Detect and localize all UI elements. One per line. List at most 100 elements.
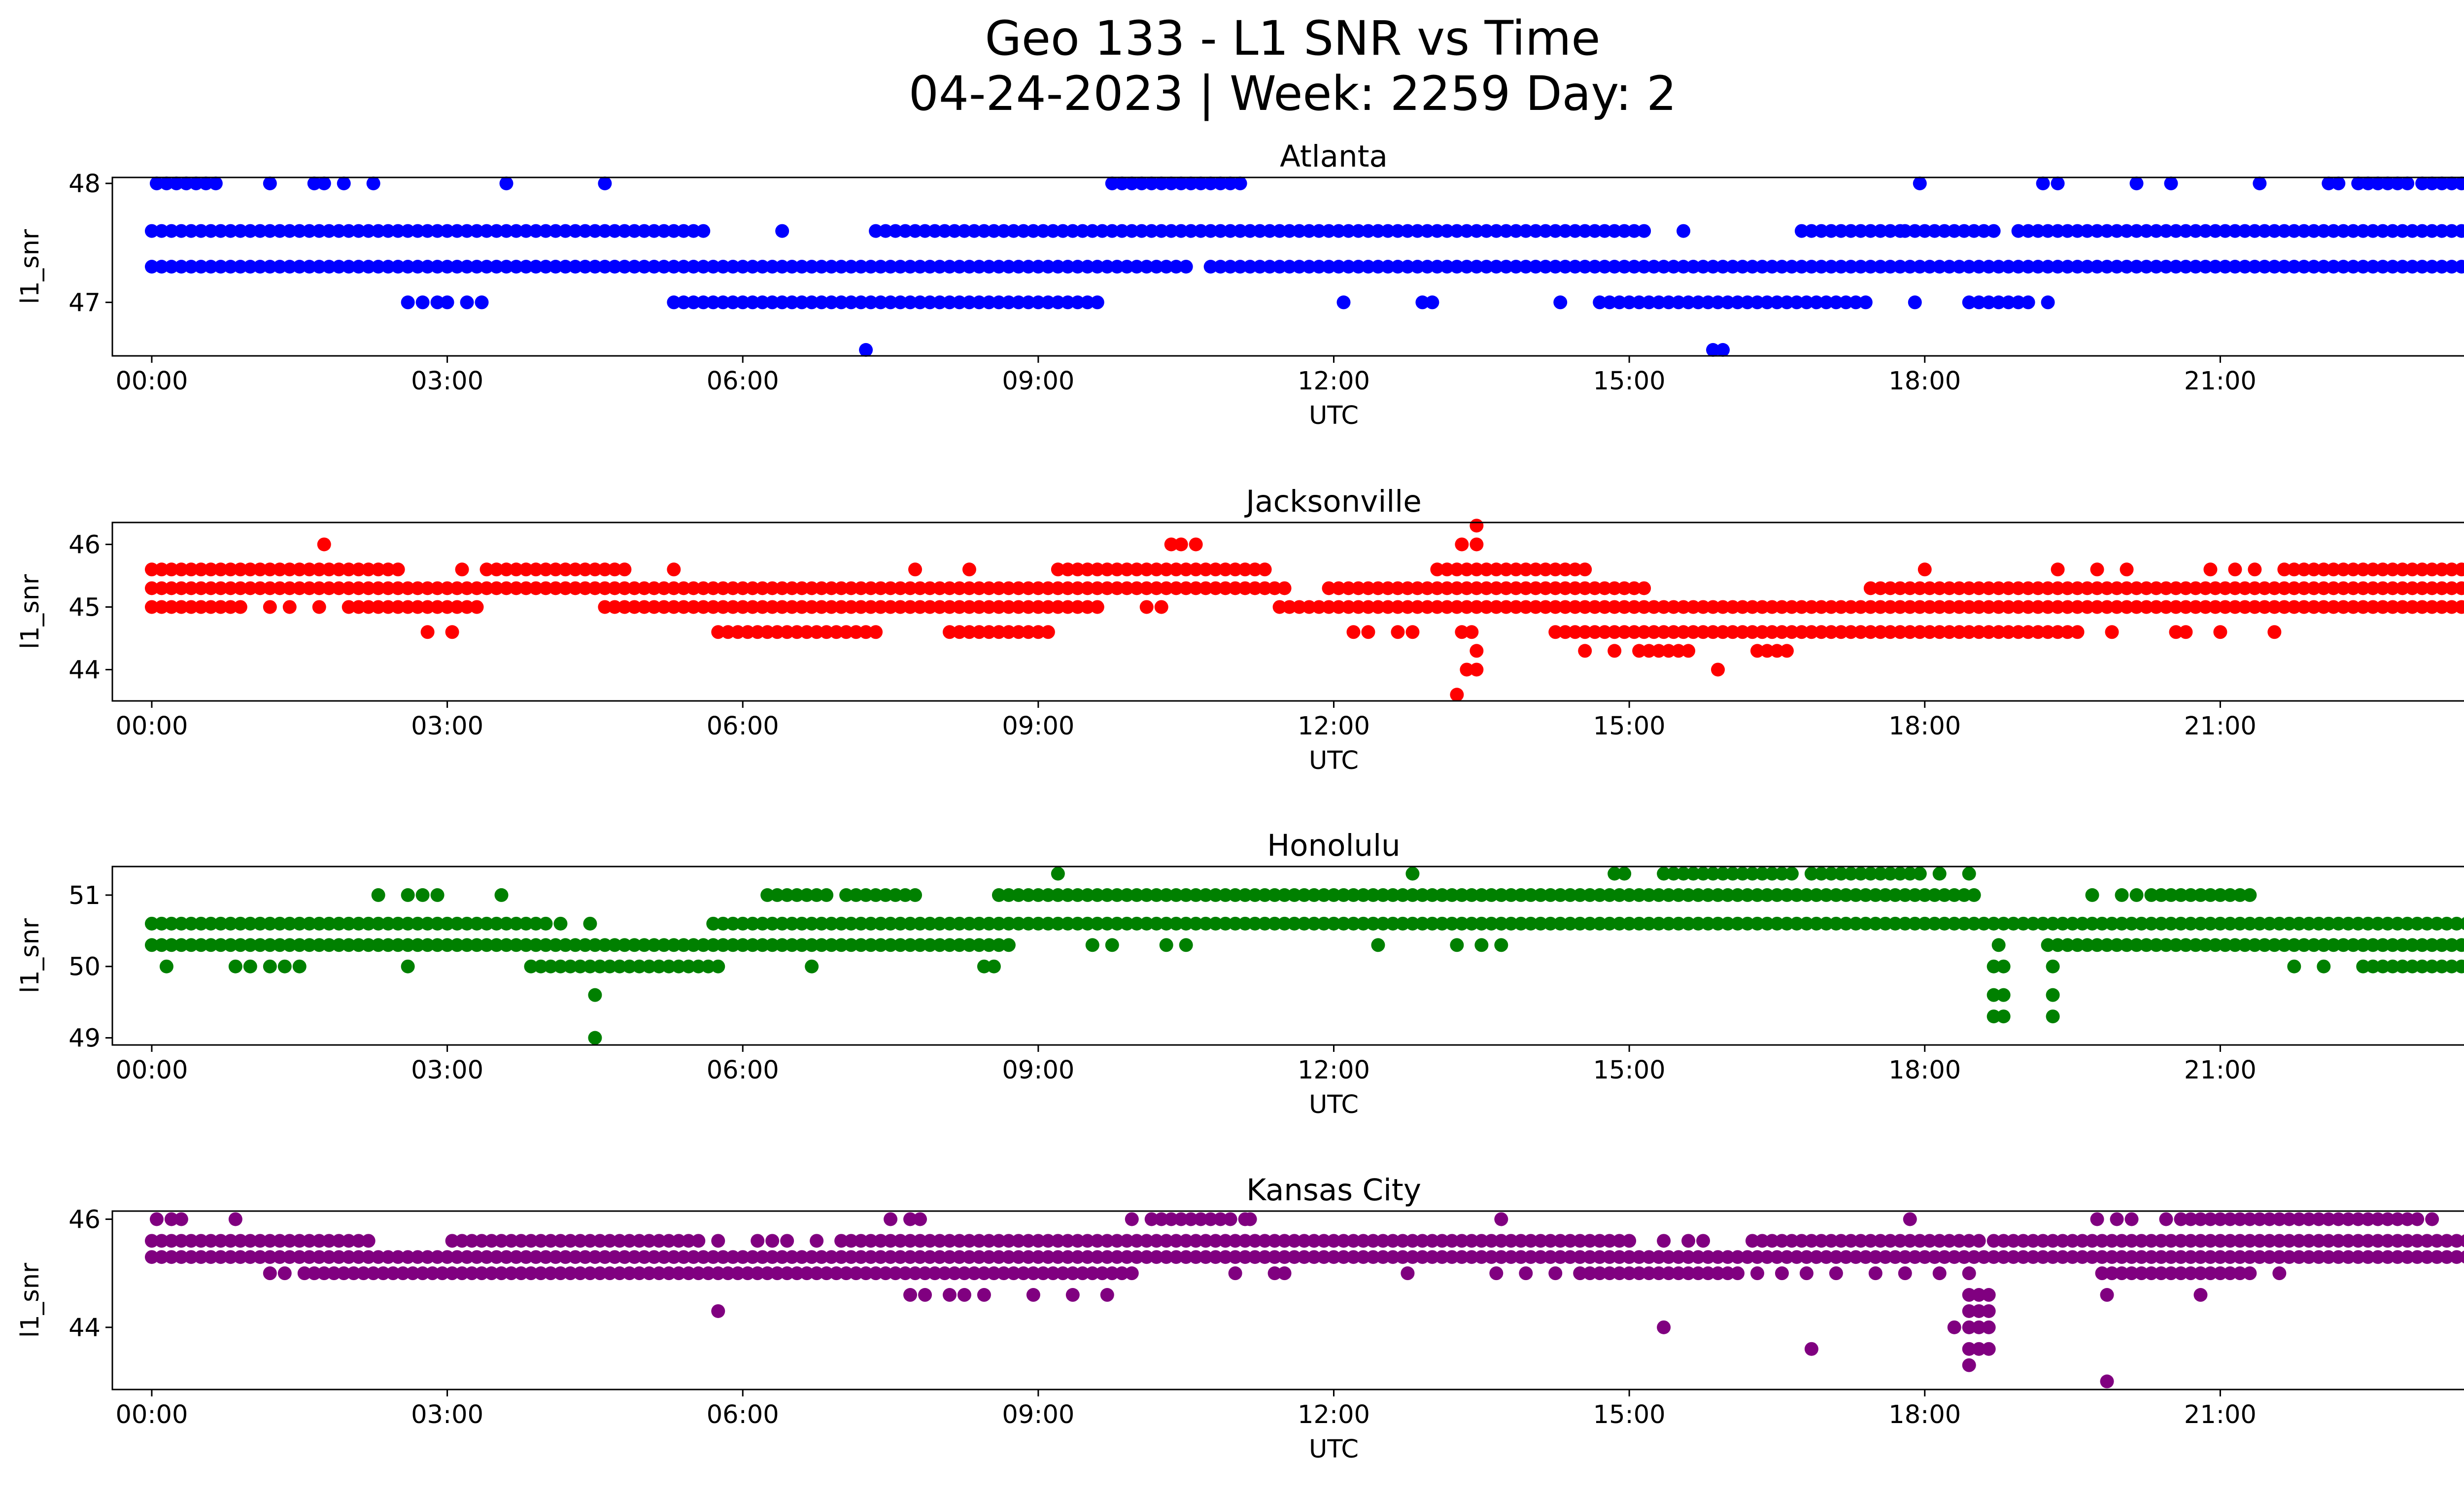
kansas-city-data-point [1775, 1234, 1789, 1248]
kansas-city-data-point [174, 1234, 188, 1248]
atlanta-data-point [775, 260, 789, 274]
jacksonville-data-point [686, 600, 701, 614]
kansas-city-data-point [2055, 1250, 2070, 1264]
atlanta-data-point [815, 260, 829, 274]
atlanta-data-point [1863, 224, 1878, 238]
kansas-city-data-point [534, 1234, 548, 1248]
honolulu-data-point [1986, 959, 2001, 973]
honolulu-data-point [263, 938, 277, 952]
honolulu-data-point [1307, 916, 1321, 931]
kansas-city-data-point [2075, 1250, 2089, 1264]
jacksonville-data-point [332, 581, 346, 595]
kansas-city-data-point [2331, 1250, 2346, 1264]
jacksonville-data-point [884, 600, 898, 614]
kansas-city-data-point [1657, 1320, 1671, 1334]
kansas-city-data-point [682, 1266, 696, 1281]
kansas-city-data-point [2440, 1234, 2454, 1248]
jacksonville-data-point [2297, 562, 2311, 577]
honolulu-data-point [889, 888, 903, 902]
honolulu-data-point [1051, 916, 1065, 931]
honolulu-data-point [1031, 916, 1045, 931]
kansas-city-data-point [302, 1250, 316, 1264]
jacksonville-data-point [2228, 581, 2242, 595]
honolulu-data-point [1415, 888, 1430, 902]
jacksonville-data-point [1110, 562, 1124, 577]
honolulu-data-point [302, 938, 316, 952]
honolulu-data-point [213, 938, 228, 952]
kansas-city-data-point [499, 1250, 513, 1264]
jacksonville-data-point [2051, 600, 2065, 614]
atlanta-data-point [1470, 224, 1484, 238]
jacksonville-data-point [568, 562, 582, 577]
kansas-city-data-point [884, 1250, 898, 1264]
jacksonville-data-point [391, 600, 405, 614]
honolulu-data-point [701, 959, 716, 973]
atlanta-data-point [952, 295, 966, 310]
kansas-city-data-point [396, 1266, 410, 1281]
kansas-city-data-point [2006, 1234, 2020, 1248]
kansas-city-data-point [918, 1266, 932, 1281]
jacksonville-data-point [1642, 644, 1656, 658]
atlanta-data-point [1410, 260, 1425, 274]
jacksonville-data-point [2213, 625, 2227, 639]
atlanta-data-point [273, 224, 287, 238]
jacksonville-data-point [1548, 581, 1563, 595]
atlanta-data-point [1608, 260, 1622, 274]
jacksonville-data-point [1844, 600, 1858, 614]
jacksonville-data-point [1794, 600, 1809, 614]
kansas-city-data-point [672, 1234, 686, 1248]
atlanta-data-point [2455, 224, 2464, 238]
honolulu-data-point [499, 916, 513, 931]
kansas-city-data-point [957, 1288, 971, 1302]
kansas-city-data-point [622, 1234, 637, 1248]
jacksonville-data-point [1608, 581, 1622, 595]
kansas-city-data-point [2302, 1234, 2316, 1248]
jacksonville-data-point [539, 562, 553, 577]
kansas-city-data-point [292, 1234, 307, 1248]
jacksonville-data-point [2021, 625, 2035, 639]
atlanta-data-point [893, 295, 908, 310]
kansas-city-data-point [1396, 1234, 1410, 1248]
kansas-city-data-point [977, 1266, 991, 1281]
honolulu-data-point [371, 916, 385, 931]
kansas-city-data-point [2331, 1212, 2346, 1226]
atlanta-data-point [2287, 224, 2301, 238]
jacksonville-data-point [1371, 600, 1385, 614]
honolulu-data-point [1021, 888, 1035, 902]
atlanta-data-point [1312, 224, 1326, 238]
kansas-city-data-point [780, 1266, 794, 1281]
honolulu-data-point [2046, 988, 2060, 1002]
jacksonville-data-point [391, 562, 405, 577]
atlanta-data-point [834, 295, 849, 310]
kansas-city-data-point [1474, 1250, 1489, 1264]
atlanta-data-point [2041, 224, 2055, 238]
kansas-city-data-point [1346, 1250, 1361, 1264]
honolulu-data-point [1672, 916, 1686, 931]
jacksonville-data-point [2129, 581, 2144, 595]
atlanta-data-point [1519, 260, 1533, 274]
honolulu-data-point [755, 916, 770, 931]
kansas-city-data-point [603, 1234, 617, 1248]
kansas-city-data-point [204, 1234, 218, 1248]
jacksonville-data-point [1627, 600, 1642, 614]
kansas-city-data-point [455, 1234, 469, 1248]
atlanta-data-point [1233, 260, 1247, 274]
honolulu-data-point [2184, 916, 2198, 931]
atlanta-data-point [1799, 295, 1814, 310]
honolulu-data-point [243, 959, 257, 973]
atlanta-data-point [996, 224, 1011, 238]
kansas-city-data-point [2292, 1212, 2306, 1226]
jacksonville-data-point [2051, 625, 2065, 639]
kansas-city-data-point [2400, 1234, 2415, 1248]
atlanta-data-point [927, 224, 942, 238]
kansas-city-data-point [1775, 1266, 1789, 1281]
kansas-city-data-point [1149, 1250, 1164, 1264]
kansas-city-data-point [1159, 1234, 1173, 1248]
kansas-city-data-point [952, 1234, 966, 1248]
atlanta-data-point [1129, 260, 1144, 274]
honolulu-data-point [494, 888, 509, 902]
jacksonville-data-point [1011, 625, 1026, 639]
jacksonville-data-point [785, 600, 799, 614]
jacksonville-data-point [2090, 562, 2104, 577]
honolulu-data-point [2085, 888, 2099, 902]
